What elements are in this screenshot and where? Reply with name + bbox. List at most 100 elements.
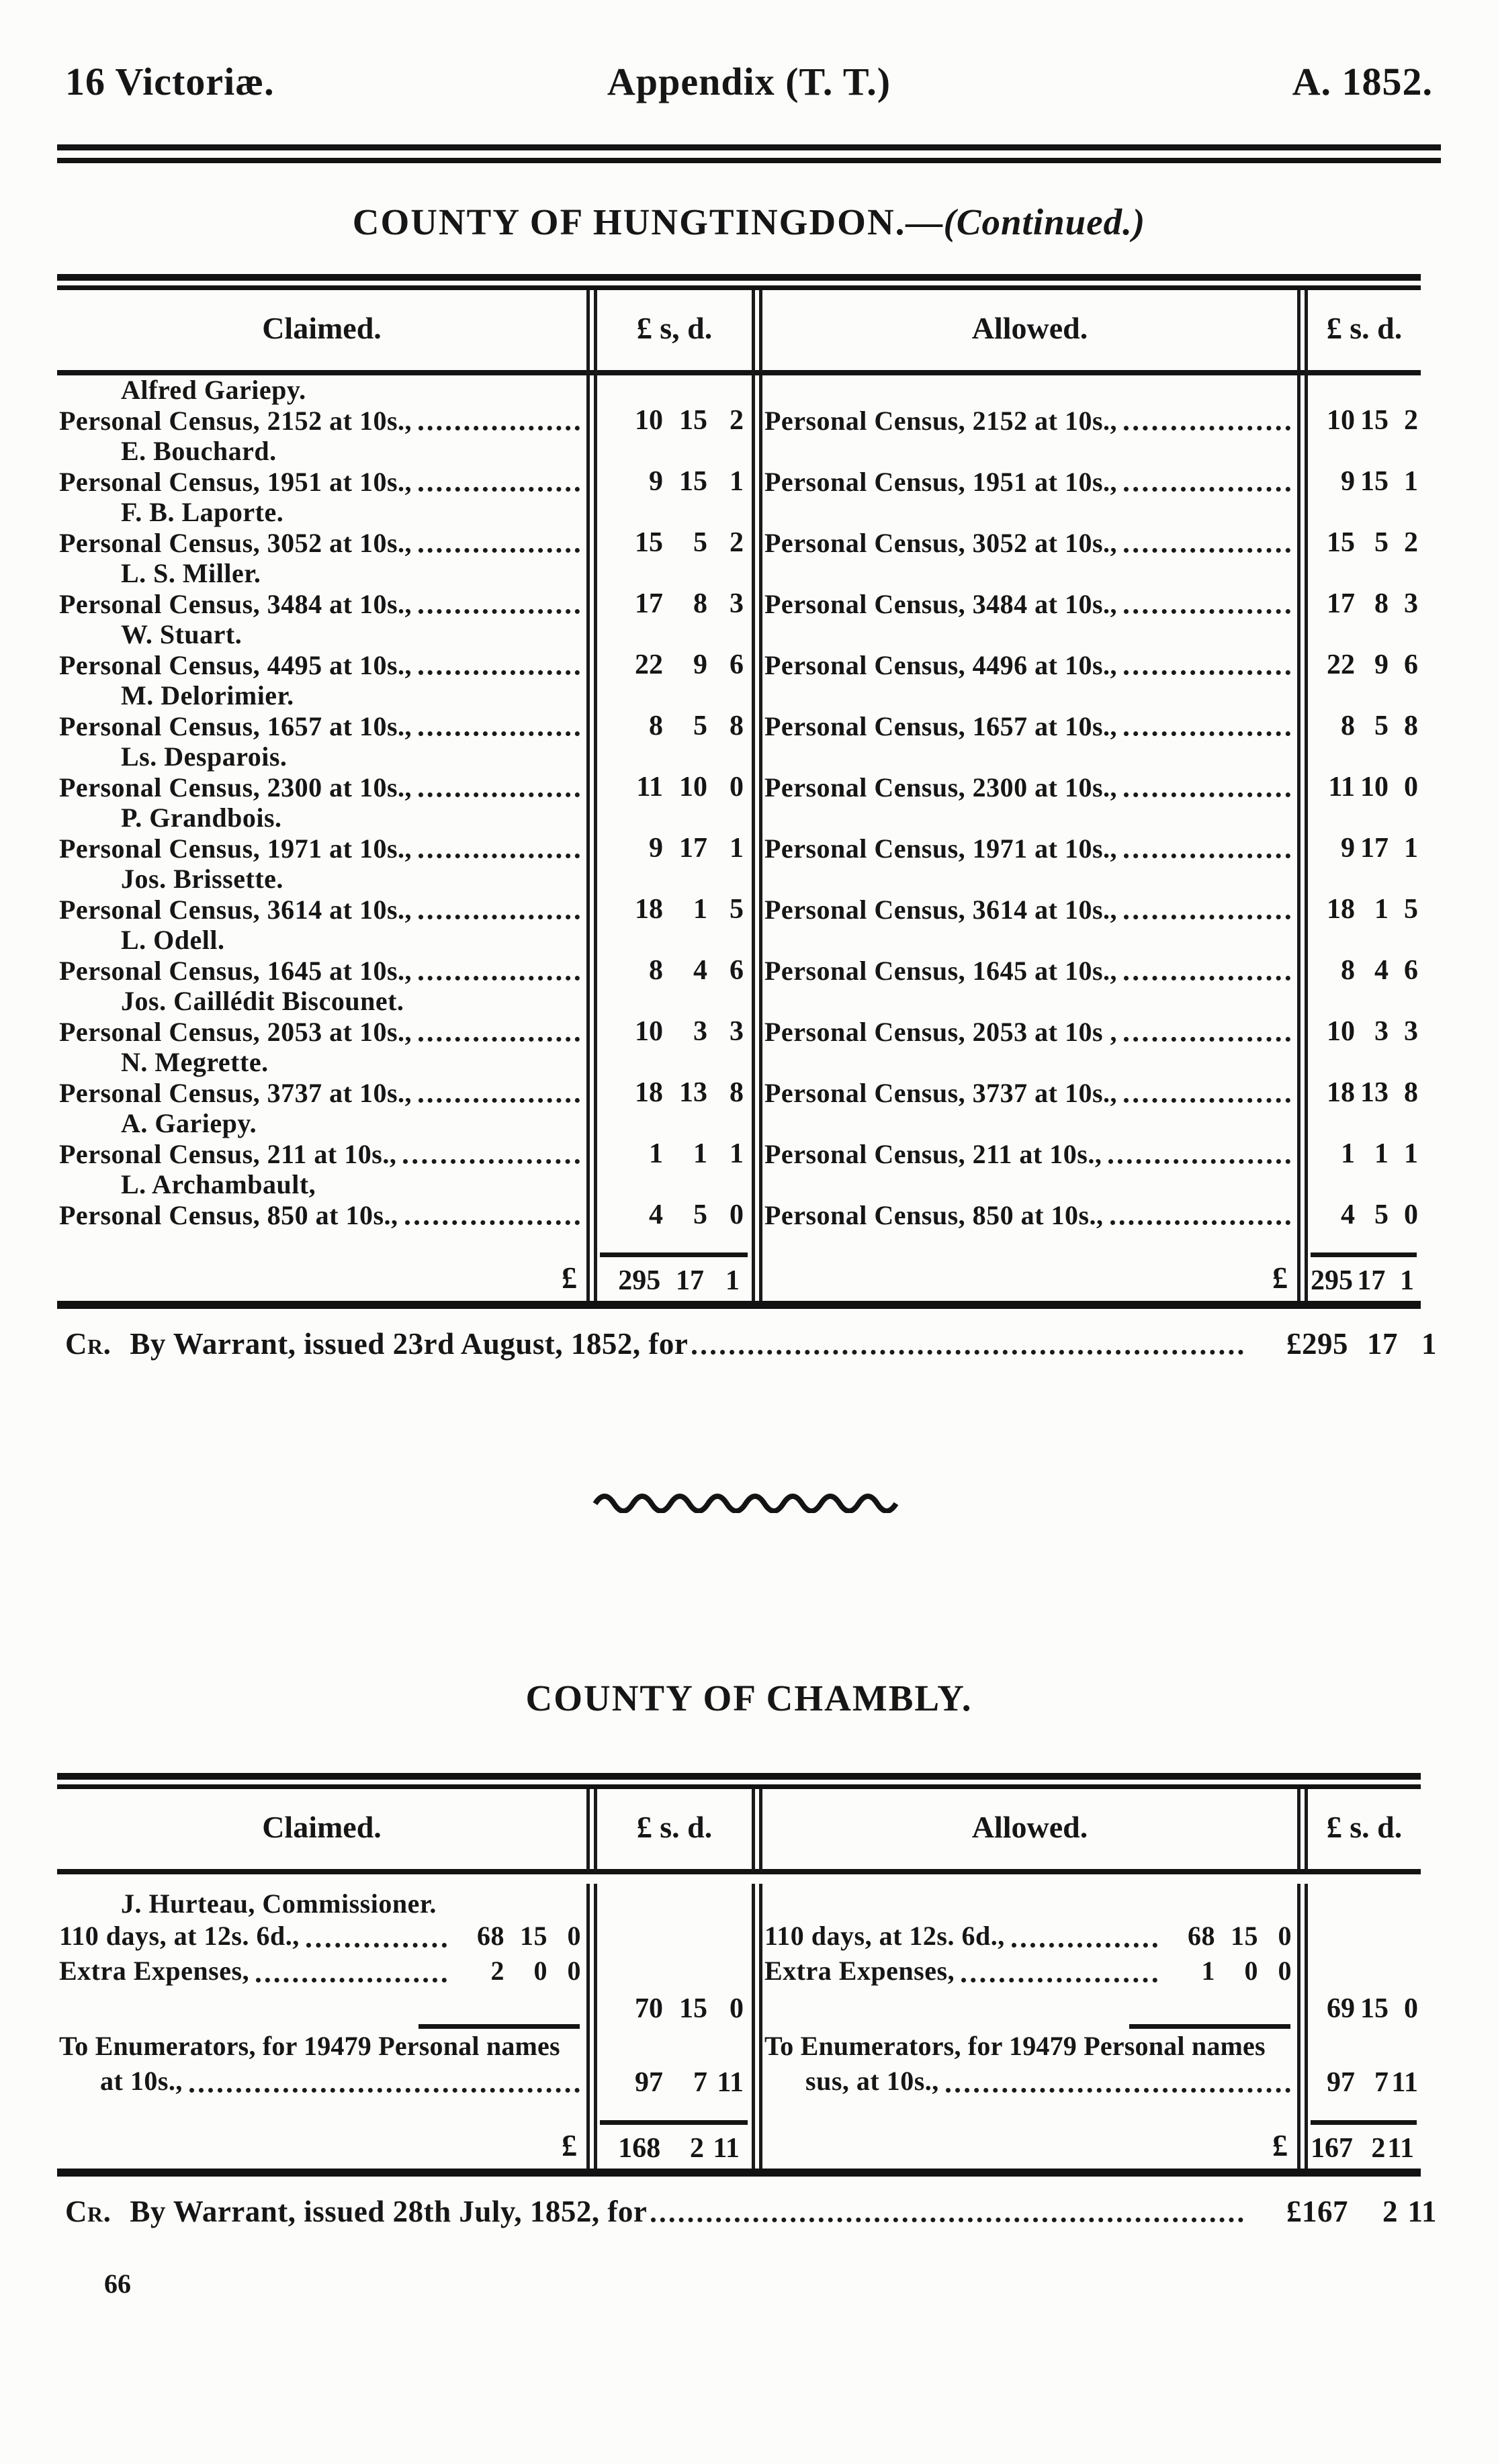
pence-value: 3 — [730, 588, 744, 619]
extra-expenses-row: Extra Expenses, 2 0 0 Extra Expenses, — [57, 1954, 1421, 1989]
warrant-amount: £295 17 1 — [1247, 1326, 1437, 1361]
statute-citation: 16 Victoriæ. — [65, 60, 275, 103]
pence-value: 0 — [567, 1956, 581, 1986]
claimed-description-line: Personal Census, 3052 at 10s., — [57, 527, 586, 559]
claimant-name: E. Bouchard. — [121, 436, 277, 466]
pence-value: 6 — [730, 649, 744, 680]
pounds-value: 97 — [1327, 2067, 1355, 2098]
census-entry-row: P. Grandbois. Personal Census, 1971 at 1… — [57, 803, 1421, 864]
claimant-name: Jos. Brissette. — [121, 864, 283, 894]
claimed-amount-cell: 18 13 8 — [597, 1048, 752, 1109]
shillings-value: 5 — [1374, 711, 1389, 741]
allowed-amount-cell: 8 5 8 — [1308, 681, 1421, 742]
allowed-cell: To Enumerators, for 19479 Personal names — [762, 2029, 1297, 2064]
column-divider — [586, 2029, 597, 2064]
pounds-value: 8 — [1341, 711, 1355, 741]
dot-leader — [945, 2088, 1290, 2093]
allowed-description-line: Personal Census, 3737 at 10s., — [762, 1077, 1297, 1109]
pounds-value: 8 — [649, 711, 663, 741]
year-label: A. 1852. — [1292, 60, 1433, 103]
continued-label: —(Continued.) — [906, 201, 1146, 242]
dot-leader — [1124, 609, 1290, 614]
pence-value: 11 — [1407, 2195, 1437, 2228]
claimed-amount: 9 15 1 — [597, 466, 752, 498]
allowed-amount: 8 5 8 — [1308, 711, 1421, 742]
claimed-column-header: Claimed. — [57, 1789, 586, 1874]
county-title: COUNTY OF CHAMBLY. — [525, 1678, 973, 1719]
allowed-inline-amount: 68 15 0 — [1164, 1919, 1297, 1954]
pounds-value: 1 — [1201, 1956, 1215, 1986]
pounds-value: 1 — [649, 1138, 663, 1169]
column-divider — [752, 498, 762, 559]
claimed-description: Personal Census, 1645 at 10s., — [59, 956, 412, 986]
pounds-value: £295 — [1286, 1327, 1348, 1361]
column-divider — [586, 1231, 597, 1301]
claimed-amount-cell: 97 7 11 — [597, 2064, 752, 2099]
dot-leader — [1124, 854, 1290, 858]
dot-leader — [418, 487, 580, 492]
allowed-cell — [762, 1884, 1297, 1919]
enumerators-rate-row: at 10s., 97 7 11 sus, at 10s., — [57, 2064, 1421, 2099]
shillings-value: 1 — [1374, 1138, 1389, 1169]
shillings-value: 15 — [520, 1921, 547, 1951]
column-divider — [752, 1109, 762, 1170]
pounds-value: 9 — [649, 833, 663, 864]
wavy-divider-icon — [592, 1494, 899, 1513]
allowed-cell: Personal Census, 3737 at 10s., — [762, 1048, 1297, 1109]
pence-value: 5 — [1404, 894, 1418, 925]
pounds-value: 15 — [635, 527, 663, 558]
pence-value: 8 — [1404, 1077, 1418, 1108]
allowed-description: Personal Census, 1971 at 10s., — [764, 833, 1118, 864]
page-number: 66 — [104, 2269, 131, 2299]
pence-value: 0 — [730, 1199, 744, 1230]
allowed-subtotal-amount: 69 15 0 — [1308, 1993, 1421, 2025]
pounds-value: 8 — [649, 955, 663, 986]
column-divider — [1297, 620, 1308, 681]
claimed-cell: L. Odell. Personal Census, 1645 at 10s., — [57, 925, 586, 987]
claimed-inline-amount: 68 15 0 — [453, 1919, 586, 1954]
shillings-value: 1 — [693, 894, 707, 925]
column-divider — [1297, 1919, 1308, 1954]
claimed-column-header: Claimed. — [57, 290, 586, 375]
pence-value: 8 — [730, 1077, 744, 1108]
allowed-lsd-header: £ s. d. — [1308, 1789, 1421, 1874]
dot-leader — [418, 731, 580, 736]
allowed-cell: Personal Census, 211 at 10s., — [762, 1109, 1297, 1170]
claimed-cell: E. Bouchard. Personal Census, 1951 at 10… — [57, 437, 586, 498]
census-entry-row: M. Delorimier. Personal Census, 1657 at … — [57, 681, 1421, 742]
total-overline: 167 2 11 — [1311, 2120, 1417, 2164]
enumerators-text: To Enumerators, for 19479 Personal names — [59, 2031, 560, 2061]
claimed-amount-cell — [597, 1954, 752, 1989]
pence-value: 1 — [725, 1265, 740, 1296]
shillings-value: 13 — [679, 1077, 707, 1108]
shillings-value: 15 — [1231, 1921, 1258, 1951]
claimed-description-line: Personal Census, 1645 at 10s., — [57, 955, 586, 987]
column-divider — [752, 681, 762, 742]
shillings-value: 2 — [1382, 2195, 1398, 2228]
extra-expenses-label: Extra Expenses, — [764, 1956, 955, 1986]
shillings-value: 5 — [1374, 1199, 1389, 1230]
shillings-value: 15 — [679, 466, 707, 497]
column-divider — [752, 1989, 762, 2029]
running-head: 16 Victoriæ. Appendix (T. T.) A. 1852. — [57, 59, 1441, 104]
allowed-amount: 15 5 2 — [1308, 527, 1421, 559]
claimed-cell: Ls. Desparois. Personal Census, 2300 at … — [57, 742, 586, 803]
column-divider — [1297, 1954, 1308, 1989]
pence-value: 6 — [1404, 955, 1418, 986]
column-divider — [1297, 681, 1308, 742]
allowed-lsd-header: £ s. d. — [1308, 290, 1421, 375]
shillings-value: 13 — [1360, 1077, 1389, 1108]
pence-value: 11 — [713, 2133, 740, 2164]
allowed-amount-cell — [1308, 1919, 1421, 1954]
column-divider — [586, 290, 597, 375]
column-divider — [1297, 290, 1308, 375]
warrant-line-huntingdon: Cr. By Warrant, issued 23rd August, 1852… — [65, 1326, 1437, 1361]
claimed-extra-line: Extra Expenses, 2 0 0 — [57, 1954, 586, 1989]
claimed-description: Personal Census, 3052 at 10s., — [59, 528, 412, 558]
column-divider — [586, 987, 597, 1048]
pence-value: 1 — [1400, 1265, 1414, 1296]
claimed-cell: A. Gariepy. Personal Census, 211 at 10s.… — [57, 1109, 586, 1170]
shillings-value: 15 — [1360, 405, 1389, 436]
huntingdon-table: Claimed. £ s, d. Allowed. £ s. d. Alfred… — [57, 274, 1421, 1309]
shillings-value: 15 — [1360, 1993, 1389, 2024]
